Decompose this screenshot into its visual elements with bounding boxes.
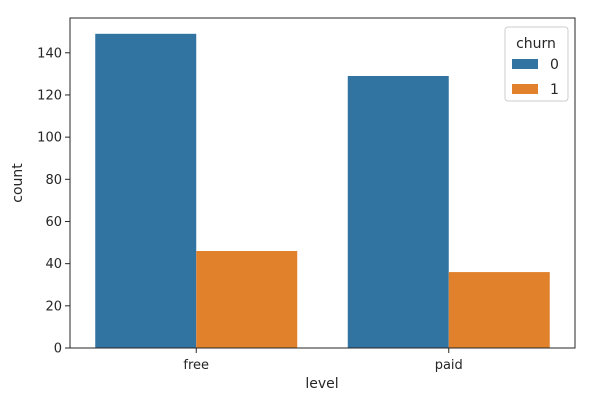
y-tick-label: 60 xyxy=(45,215,62,230)
y-axis-label: count xyxy=(10,163,26,203)
x-tick-label: paid xyxy=(435,358,463,373)
y-tick-label: 140 xyxy=(37,46,62,61)
y-tick-label: 40 xyxy=(45,257,62,272)
bars xyxy=(95,33,550,349)
legend-label-0: 0 xyxy=(550,57,559,73)
y-tick-label: 20 xyxy=(45,299,62,314)
plot-frame xyxy=(69,17,576,349)
x-axis-ticks: free paid xyxy=(183,348,463,373)
y-tick-label: 120 xyxy=(37,88,62,103)
legend-label-1: 1 xyxy=(550,82,559,98)
y-tick-label: 0 xyxy=(54,342,62,357)
legend-swatch-0 xyxy=(512,59,538,69)
y-tick-label: 100 xyxy=(37,131,62,146)
bar-free-churn-0 xyxy=(95,33,197,348)
y-tick-label: 80 xyxy=(45,173,62,188)
bar-paid-churn-0 xyxy=(347,75,449,349)
bar-free-churn-1 xyxy=(196,251,298,348)
legend-title: churn xyxy=(516,36,556,52)
bar-paid-churn-1 xyxy=(448,272,550,348)
x-axis-label: level xyxy=(305,376,338,392)
legend-swatch-1 xyxy=(512,84,538,94)
y-axis-ticks: 0 20 40 60 80 100 120 140 xyxy=(37,46,70,357)
legend: churn 0 1 xyxy=(504,26,569,102)
x-tick-label: free xyxy=(183,358,209,373)
